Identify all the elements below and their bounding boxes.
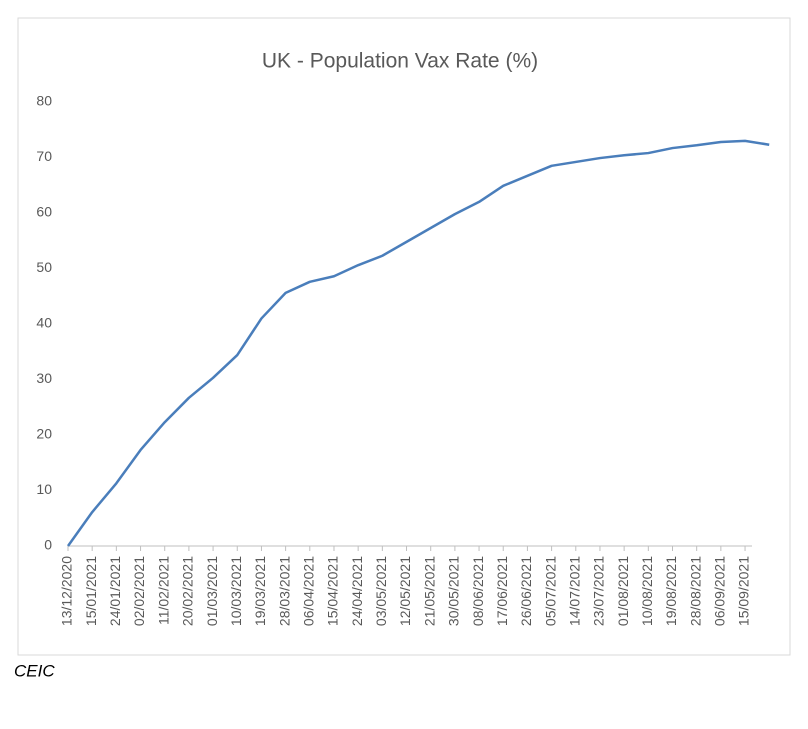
y-tick-label: 10 [36, 481, 52, 497]
x-tick-label: 15/01/2021 [83, 556, 99, 626]
x-tick-label: 19/03/2021 [252, 556, 268, 626]
x-tick-label: 03/05/2021 [373, 556, 389, 626]
chart-title: UK - Population Vax Rate (%) [262, 50, 538, 73]
x-tick-label: 23/07/2021 [591, 556, 607, 626]
x-tick-label: 19/08/2021 [663, 556, 679, 626]
y-tick-label: 70 [36, 148, 52, 164]
chart-border [17, 17, 791, 656]
x-tick-label: 06/09/2021 [712, 556, 728, 626]
x-tick-label: 12/05/2021 [397, 556, 413, 626]
y-tick-label: 80 [36, 93, 52, 109]
x-tick-label: 28/08/2021 [687, 556, 703, 626]
x-tick-label: 10/08/2021 [639, 556, 655, 626]
y-tick-label: 60 [36, 204, 52, 220]
y-tick-label: 30 [36, 370, 52, 386]
x-tick-label: 17/06/2021 [494, 556, 510, 626]
x-tick-label: 02/02/2021 [131, 556, 147, 626]
x-tick-label: 08/06/2021 [470, 556, 486, 626]
y-tick-label: 20 [36, 426, 52, 442]
x-tick-label: 30/05/2021 [446, 556, 462, 626]
x-tick-label: 06/04/2021 [301, 556, 317, 626]
y-tick-label: 0 [44, 537, 52, 553]
y-tick-label: 40 [36, 315, 52, 331]
x-tick-label: 24/04/2021 [349, 556, 365, 626]
x-tick-label: 15/04/2021 [325, 556, 341, 626]
x-tick-label: 24/01/2021 [107, 556, 123, 626]
y-tick-label: 50 [36, 259, 52, 275]
x-tick-label: 28/03/2021 [276, 556, 292, 626]
x-tick-label: 14/07/2021 [566, 556, 582, 626]
x-tick-label: 26/06/2021 [518, 556, 534, 626]
x-tick-label: 10/03/2021 [228, 556, 244, 626]
x-tick-label: 21/05/2021 [421, 556, 437, 626]
x-tick-label: 15/09/2021 [736, 556, 752, 626]
x-tick-label: 20/02/2021 [180, 556, 196, 626]
x-tick-label: 01/08/2021 [615, 556, 631, 626]
source: CEIC [14, 661, 55, 680]
line-series [66, 139, 770, 547]
x-tick-label: 13/12/2020 [59, 556, 75, 626]
x-tick-label: 05/07/2021 [542, 556, 558, 626]
x-tick-label: 01/03/2021 [204, 556, 220, 626]
x-tick-label: 11/02/2021 [155, 556, 171, 625]
